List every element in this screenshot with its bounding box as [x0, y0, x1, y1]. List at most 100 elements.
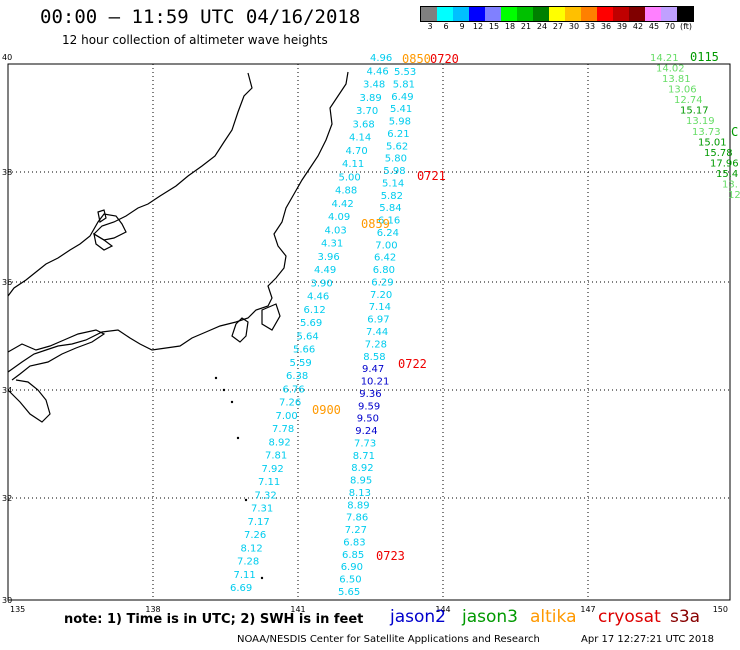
wave-height-value: 4.70	[346, 146, 368, 157]
wave-height-value: 4.42	[332, 199, 354, 210]
wave-height-value: 7.11	[234, 570, 256, 581]
wave-height-value: 13.19	[686, 116, 715, 127]
wave-height-value: 6.83	[343, 538, 365, 549]
wave-height-value: 7.28	[237, 557, 259, 568]
wave-height-value: 6.85	[342, 550, 364, 561]
legend-item-s3a: s3a	[670, 607, 701, 627]
wave-height-value: 13.06	[668, 85, 697, 96]
map-frame	[7, 63, 731, 601]
honshu-coastline	[7, 72, 253, 297]
wave-height-value: 3.96	[318, 252, 340, 263]
lat-lon-grid	[8, 64, 730, 600]
sado-island	[97, 209, 107, 223]
legend-item-jason2: jason2	[390, 607, 446, 627]
wave-height-value: 7.32	[255, 490, 277, 501]
wave-height-value: 13.73	[692, 127, 721, 138]
wave-height-value: 7.17	[248, 517, 270, 528]
shikoku-coastline	[7, 329, 106, 381]
wave-height-value: 4.09	[328, 212, 350, 223]
wave-height-value: 6.49	[391, 92, 413, 103]
scale-label: 24	[536, 22, 548, 31]
wave-height-value: 15.4	[716, 169, 738, 180]
wave-height-value: 6.21	[387, 129, 409, 140]
lat-tick-label: 38	[2, 168, 12, 177]
wave-height-value: 6.24	[377, 228, 399, 239]
wave-height-value: 7.26	[279, 398, 301, 409]
wave-height-value: 5.53	[394, 67, 416, 78]
scale-swatch	[421, 7, 437, 21]
wave-height-value: 7.20	[370, 290, 392, 301]
wave-height-value: 6.38	[286, 371, 308, 382]
scale-swatch	[453, 7, 469, 21]
scale-swatch	[677, 7, 693, 21]
wave-height-value: 6.12	[304, 305, 326, 316]
track-a-values: 4.96 4.46 3.48 3.89 3.70 3.68 4.14 4.70 4.11 5.00…	[230, 53, 392, 594]
lon-tick-label: 150	[713, 605, 728, 614]
scale-label: 42	[632, 22, 644, 31]
scale-swatch	[597, 7, 613, 21]
lat-tick-label: 32	[2, 494, 12, 503]
wave-height-value: 5.65	[338, 587, 360, 598]
island	[230, 400, 234, 404]
lat-tick-label: 34	[2, 386, 12, 395]
lat-tick-label: 40	[2, 53, 12, 62]
wave-height-value: 3.70	[356, 106, 378, 117]
scale-label: 45	[648, 22, 660, 31]
wave-height-value: 4.14	[349, 133, 371, 144]
wave-height-value: 8.71	[353, 451, 375, 462]
wave-height-value: 7.26	[244, 530, 266, 541]
pass-time-label: 0720	[430, 52, 459, 66]
legend-item-cryosat: cryosat	[598, 607, 661, 627]
pass-time-label: 0722	[398, 357, 427, 371]
wave-height-value: 6.90	[341, 562, 363, 573]
track-c-values: 14.2114.0213.8113.0612.7415.1713.1913.73…	[650, 53, 740, 201]
lon-tick-label: 144	[435, 605, 450, 614]
map-title: 00:00 – 11:59 UTC 04/16/2018	[40, 6, 361, 28]
wave-height-value: 17.96	[710, 158, 739, 169]
wave-height-value: 7.00	[276, 411, 298, 422]
map-subtitle: 12 hour collection of altimeter wave hei…	[62, 33, 328, 47]
scale-swatch	[501, 7, 517, 21]
wave-height-value: 13.	[722, 180, 738, 191]
wave-height-value: 7.73	[354, 438, 376, 449]
wave-height-value: 3.90	[311, 278, 333, 289]
wave-height-value: 12	[728, 190, 740, 201]
wave-height-value: 6.50	[339, 575, 361, 586]
wave-height-value: 6.29	[371, 278, 393, 289]
wave-height-value: 13.81	[662, 74, 691, 85]
wave-height-value: 7.11	[258, 477, 280, 488]
scale-swatch	[613, 7, 629, 21]
scale-swatch	[565, 7, 581, 21]
wave-height-value: 4.96	[370, 53, 392, 64]
legend-item-jason3: jason3	[462, 607, 518, 627]
wave-height-value: 5.80	[385, 154, 407, 165]
wave-height-value: 5.59	[290, 358, 312, 369]
scale-label: 21	[520, 22, 532, 31]
wave-height-value: 10.21	[361, 377, 390, 388]
pass-time-label: 0900	[312, 403, 341, 417]
pass-time-label: 0723	[376, 549, 405, 563]
pacific-coastline	[7, 71, 349, 373]
wave-height-value: 6.97	[367, 315, 389, 326]
wave-height-value: 6.80	[373, 265, 395, 276]
wave-height-value: 5.41	[390, 104, 412, 115]
wave-height-value: 3.68	[353, 119, 375, 130]
wave-height-value: 7.00	[375, 240, 397, 251]
scale-label: 12	[472, 22, 484, 31]
wave-height-value: 5.82	[381, 191, 403, 202]
wave-height-value: 9.50	[357, 414, 379, 425]
island	[244, 498, 248, 502]
scale-label: 9	[459, 22, 465, 31]
wave-height-value: 6.42	[374, 253, 396, 264]
color-scale-bar	[420, 6, 694, 22]
wave-height-value: 6.16	[378, 216, 400, 227]
pass-time-label: 0859	[361, 217, 390, 231]
scale-label: 15	[488, 22, 500, 31]
island	[236, 436, 240, 440]
wave-height-value: 9.47	[362, 364, 384, 375]
wave-height-value: 6.69	[230, 583, 252, 594]
wave-height-value: 9.36	[359, 389, 381, 400]
island	[260, 576, 264, 580]
legend-item-altika: altika	[530, 607, 577, 627]
wave-height-value: 4.46	[367, 66, 389, 77]
